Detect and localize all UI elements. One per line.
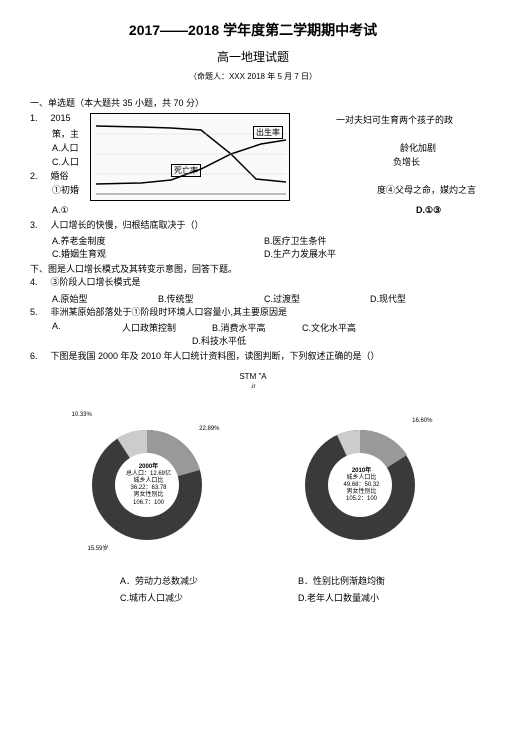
q4-options: A.原始型 B.传统型 C.过渡型 D.现代型 xyxy=(30,292,476,305)
q5: 5. 非洲某原始部落处于①阶段时环境人口容量小,其主要原因是 xyxy=(30,305,476,319)
q4: 4. ③阶段人口增长模式是 xyxy=(30,275,476,289)
q3: 3. 人口增长的快慢，归根结底取决于（） xyxy=(30,218,476,232)
q1-q2-block: 出生率 死亡率 1. 2015 一对夫妇可生育两个孩子的政 策，主 A.人口 龄… xyxy=(30,113,476,205)
q2-optA: A.① xyxy=(52,205,416,216)
q3-optD: D.生产力发展水平 xyxy=(264,247,476,260)
q5-stem: 非洲某原始部落处于①阶段时环境人口容量小,其主要原因是 xyxy=(51,307,288,317)
q2-stem: 婚俗 xyxy=(51,171,69,181)
donut-charts: 10.33% 22.89% 2000年 总人口：12.69亿 城乡人口比 36.… xyxy=(40,420,466,550)
pct-tr-r: 16.60% xyxy=(412,418,432,425)
q1-optC-tail: 负增长 xyxy=(393,155,420,168)
donut-left-center: 2000年 总人口：12.69亿 城乡人口比 36.22：63.78 男女性别比… xyxy=(122,464,176,507)
q4-optB: B.传统型 xyxy=(158,292,264,305)
q5-optA: A. xyxy=(52,321,122,334)
q4-optD: D.现代型 xyxy=(370,292,476,305)
q6-options: A．劳动力总数减少 B．性别比例渐趋均衡 C.城市人口减少 D.老年人口数量减小 xyxy=(30,574,476,608)
q4-num: 4. xyxy=(30,275,48,289)
donut-right-center: 2010年 城乡人口比 49.68：50.32 男女性别比 105.2：100 xyxy=(335,468,389,504)
q1-right-text: 一对夫妇可生育两个孩子的政 xyxy=(336,113,476,126)
donut-right: 16.60% 2010年 城乡人口比 49.68：50.32 男女性别比 105… xyxy=(295,420,425,550)
q2-num: 2. xyxy=(30,171,48,181)
q1-num: 1. xyxy=(30,113,48,123)
q1-optC: C.人口 xyxy=(52,155,79,168)
q4-stem: ③阶段人口增长模式是 xyxy=(51,277,141,287)
q6-optC: C.城市人口减少 xyxy=(120,591,298,604)
q1-optA: A.人口 xyxy=(52,141,79,154)
q5-optD: D.科技水平低 xyxy=(30,334,476,347)
q3-stem: 人口增长的快慢，归根结底取决于（） xyxy=(51,220,204,230)
pct-bl: 15.59岁 xyxy=(88,546,109,553)
death-label: 死亡率 xyxy=(171,164,201,177)
line-chart: 出生率 死亡率 xyxy=(90,113,290,201)
author-line: （命题人：XXX 2018 年 5 月 7 日） xyxy=(30,71,476,82)
pct-tr: 22.89% xyxy=(199,426,219,433)
q6-num: 6. xyxy=(30,349,48,363)
exam-subtitle: 高一地理试题 xyxy=(30,48,476,65)
q3-optB: B.医疗卫生条件 xyxy=(264,234,476,247)
q3-optA: A.养老金制度 xyxy=(52,234,264,247)
pct-tl: 10.33% xyxy=(72,412,92,419)
section-one-label: 一、单选题（本大题共 35 小题，共 70 分） xyxy=(30,96,476,109)
q4-optA: A.原始型 xyxy=(52,292,158,305)
q2-opt1: ①初婚 xyxy=(52,183,79,196)
donut-left: 10.33% 22.89% 2000年 总人口：12.69亿 城乡人口比 36.… xyxy=(82,420,212,550)
q4-optC: C.过渡型 xyxy=(264,292,370,305)
q6-optB: B．性别比例渐趋均衡 xyxy=(298,574,476,587)
q6-optD: D.老年人口数量减小 xyxy=(298,591,476,604)
q2-opt4-tail: 度④父母之命，媒灼之言 xyxy=(377,183,476,196)
q5-optA2: 人口政策控制 xyxy=(122,321,212,334)
q3-optC: C.婚姻生育观 xyxy=(52,247,264,260)
q5-optC: C.文化水平高 xyxy=(302,321,356,334)
exam-title: 2017——2018 学年度第二学期期中考试 xyxy=(30,20,476,40)
q6-optA: A．劳动力总数减少 xyxy=(120,574,298,587)
q2-optD: D.①③ xyxy=(416,205,476,216)
q5-num: 5. xyxy=(30,305,48,319)
birth-label: 出生率 xyxy=(253,126,283,139)
q6-stem: 下图是我国 2000 年及 2010 年人口统计资料图，读图判断，下列叙述正确的… xyxy=(51,351,380,361)
q1-2015: 2015 xyxy=(51,113,71,123)
stm-label: STM "A.ir xyxy=(30,372,476,390)
q3-num: 3. xyxy=(30,218,48,232)
q6: 6. 下图是我国 2000 年及 2010 年人口统计资料图，读图判断，下列叙述… xyxy=(30,349,476,363)
q5-optB: B.消费水平高 xyxy=(212,321,302,334)
death-line xyxy=(96,140,286,184)
q1-policy: 策，主 xyxy=(52,127,79,140)
q1-optA-tail: 龄化加剧 xyxy=(400,141,436,154)
fig-caption: 下、图是人口增长模式及其转变示意图，回答下题。 xyxy=(30,262,476,275)
